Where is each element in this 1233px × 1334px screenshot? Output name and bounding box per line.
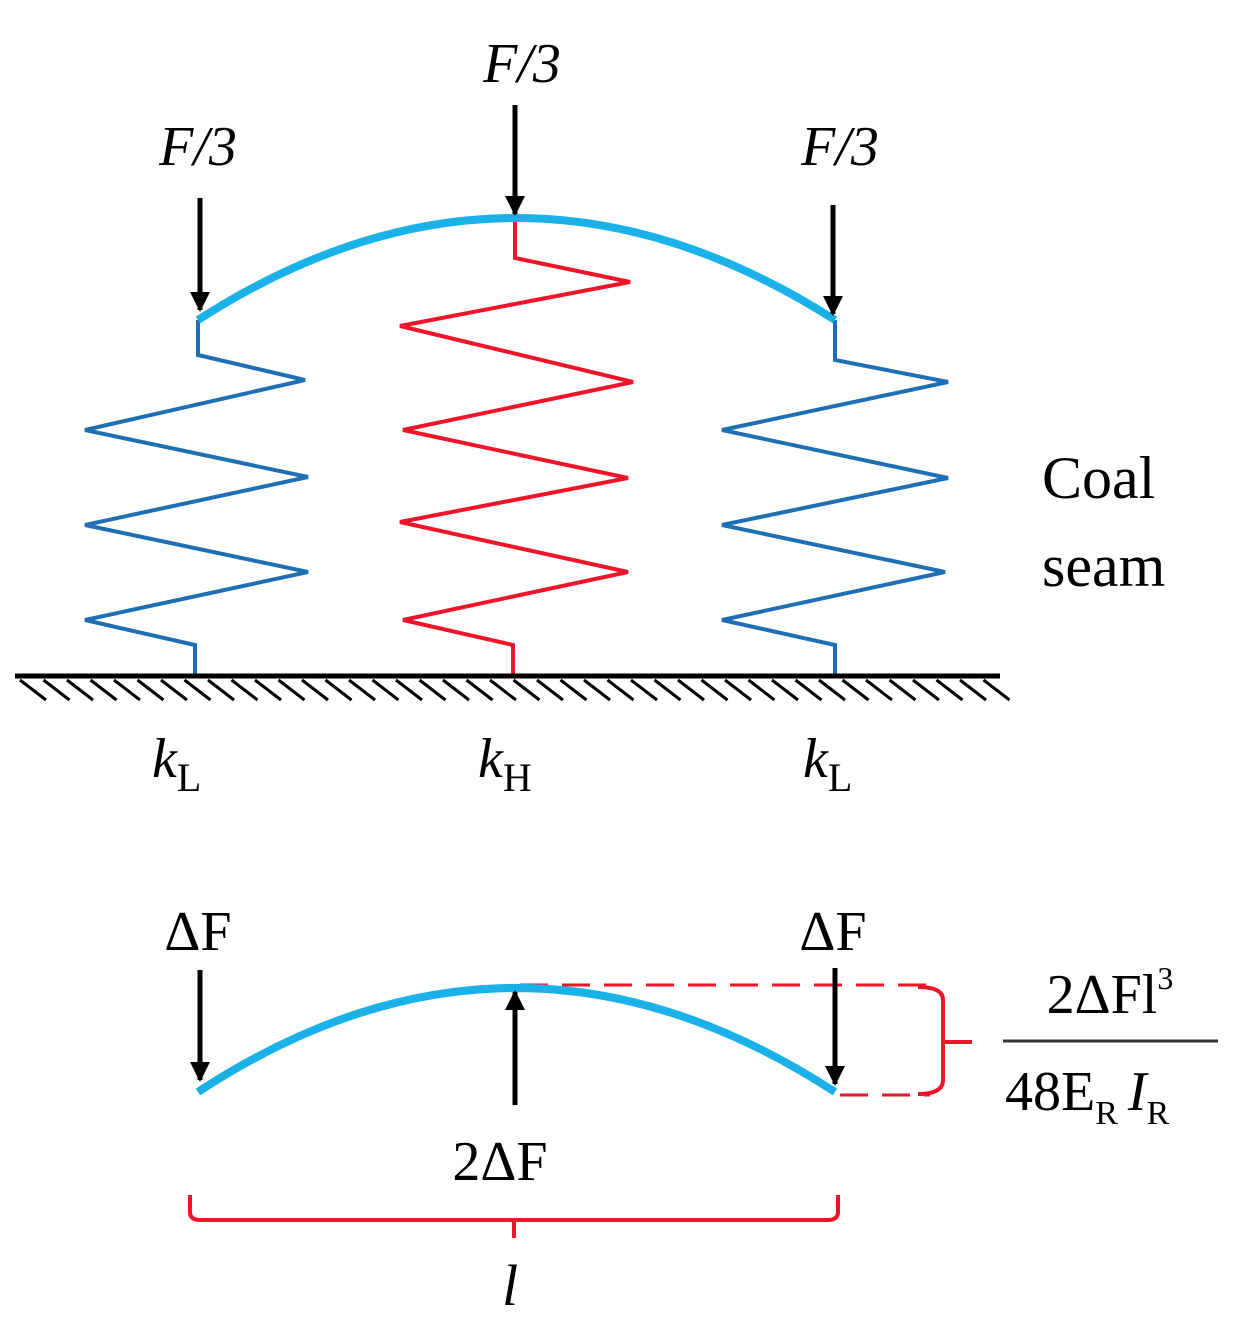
ground-hatch	[982, 678, 1011, 702]
center-reaction-label: 2ΔF	[452, 1131, 547, 1193]
ground-hatch	[89, 678, 118, 702]
ground-hatch	[418, 678, 447, 702]
ground-hatch	[747, 678, 776, 702]
right-delta-load-label: ΔF	[799, 901, 866, 963]
ground-hatch	[536, 678, 564, 702]
left-load-label: F/3	[158, 116, 237, 178]
ground-hatch	[841, 678, 870, 702]
top-beam-curve	[195, 214, 838, 324]
seam-label: seam	[1042, 533, 1165, 599]
deflection-denominator: 48ER IR	[1005, 1061, 1170, 1132]
deflection-numerator: 2ΔFl3	[1047, 960, 1174, 1026]
ground-hatch	[230, 678, 259, 702]
ground-hatch	[606, 678, 635, 702]
ground-hatch	[324, 678, 353, 702]
ground-hatch	[630, 678, 658, 702]
span-brace	[188, 1195, 840, 1238]
ground-hatch	[277, 678, 306, 702]
center-stiffness-label: kH	[478, 728, 532, 800]
ground-hatch	[794, 678, 823, 702]
ground-hatch	[912, 678, 940, 702]
bottom-beam-curve	[195, 984, 838, 1096]
left-stiffness-label: kL	[152, 728, 201, 800]
span-label: l	[502, 1253, 518, 1318]
ground-hatch	[160, 678, 188, 702]
deflection-bracket	[917, 985, 972, 1096]
ground-hatch	[465, 678, 494, 702]
ground-hatch	[888, 678, 917, 702]
ground-hatch	[136, 678, 165, 702]
coal-label: Coal	[1042, 445, 1155, 511]
ground-hatch	[771, 678, 799, 702]
ground-hatch	[371, 678, 400, 702]
ground-hatch	[512, 678, 541, 702]
ground-hatch	[207, 678, 235, 702]
ground-hatch	[19, 678, 47, 702]
ground-hatch	[113, 678, 141, 702]
left-soft-spring	[84, 320, 309, 676]
right-soft-spring	[721, 320, 949, 676]
ground-hatch	[395, 678, 423, 702]
ground-hatch	[42, 678, 71, 702]
ground-hatch	[865, 678, 893, 702]
ground-hatch	[700, 678, 729, 702]
ground-hatch	[583, 678, 611, 702]
ground-hatch	[935, 678, 964, 702]
ground-hatch	[677, 678, 705, 702]
ground-hatch	[818, 678, 846, 702]
right-load-label: F/3	[800, 116, 879, 178]
ground-hatch	[183, 678, 212, 702]
center-load-label: F/3	[482, 33, 561, 95]
ground-hatch	[442, 678, 470, 702]
ground-hatch	[959, 678, 987, 702]
ground-hatch	[653, 678, 682, 702]
ground-hatch	[66, 678, 94, 702]
ground-hatch	[301, 678, 329, 702]
ground-hatch	[348, 678, 376, 702]
ground	[15, 673, 1011, 702]
ground-hatch	[724, 678, 752, 702]
left-delta-load-label: ΔF	[164, 901, 231, 963]
right-stiffness-label: kL	[803, 728, 852, 800]
ground-hatch	[559, 678, 588, 702]
ground-hatch	[489, 678, 517, 702]
center-hard-spring	[399, 218, 634, 676]
ground-hatch	[254, 678, 282, 702]
